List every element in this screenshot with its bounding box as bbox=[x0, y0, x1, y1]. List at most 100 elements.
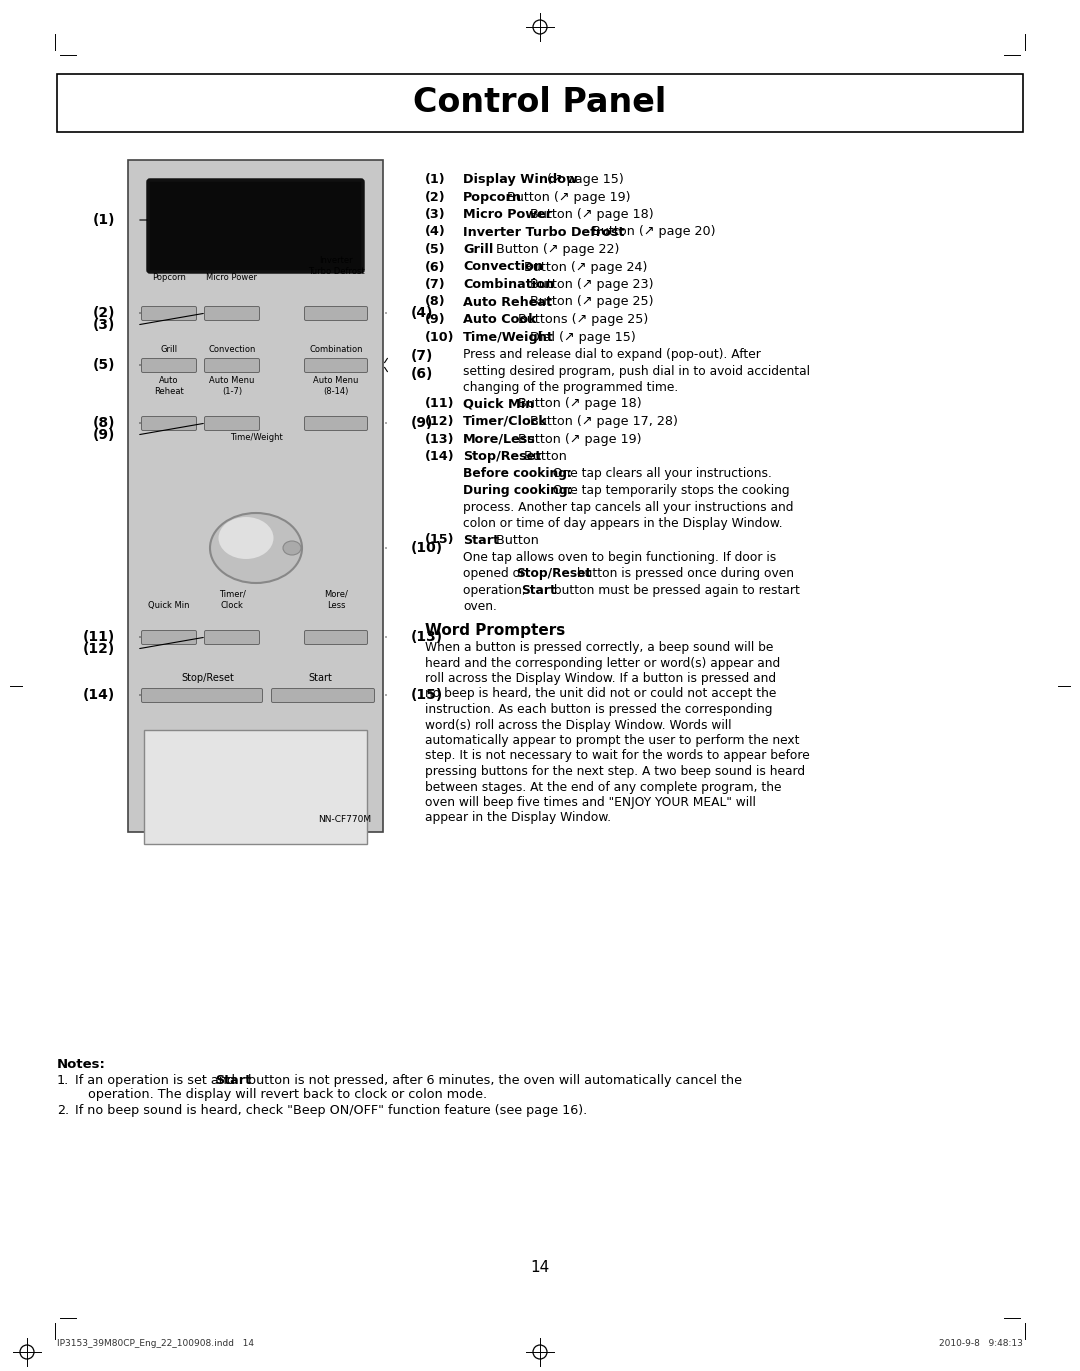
Text: Convection: Convection bbox=[463, 260, 543, 273]
Text: (4): (4) bbox=[426, 225, 446, 239]
Text: Button: Button bbox=[521, 450, 567, 463]
Text: pressing buttons for the next step. A two beep sound is heard: pressing buttons for the next step. A tw… bbox=[426, 765, 805, 777]
Text: Button (↗ page 22): Button (↗ page 22) bbox=[491, 243, 619, 256]
FancyBboxPatch shape bbox=[141, 307, 197, 321]
Text: Start: Start bbox=[521, 584, 556, 596]
Text: Timer/
Clock: Timer/ Clock bbox=[218, 590, 245, 610]
Text: Word Prompters: Word Prompters bbox=[426, 622, 565, 638]
Text: (3): (3) bbox=[426, 208, 446, 221]
Text: (11): (11) bbox=[426, 398, 455, 410]
Text: (2): (2) bbox=[426, 191, 446, 203]
Text: (↗ page 15): (↗ page 15) bbox=[543, 173, 623, 186]
Text: 1.: 1. bbox=[57, 1073, 69, 1087]
Text: Notes:: Notes: bbox=[57, 1058, 106, 1071]
Text: Quick Min: Quick Min bbox=[148, 600, 190, 610]
Text: Grill: Grill bbox=[463, 243, 494, 256]
Text: Start: Start bbox=[215, 1073, 252, 1087]
Text: IP3153_39M80CP_Eng_22_100908.indd   14: IP3153_39M80CP_Eng_22_100908.indd 14 bbox=[57, 1338, 254, 1348]
FancyBboxPatch shape bbox=[148, 180, 363, 271]
Text: (10): (10) bbox=[411, 542, 443, 555]
Text: Press and release dial to expand (pop-out). After: Press and release dial to expand (pop-ou… bbox=[463, 348, 761, 361]
Text: Button (↗ page 25): Button (↗ page 25) bbox=[526, 296, 653, 308]
FancyBboxPatch shape bbox=[144, 729, 367, 845]
Text: Auto Reheat: Auto Reheat bbox=[463, 296, 552, 308]
Text: Control Panel: Control Panel bbox=[414, 86, 666, 119]
FancyBboxPatch shape bbox=[305, 358, 367, 373]
Text: Button: Button bbox=[491, 533, 539, 547]
Text: oven will beep five times and "ENJOY YOUR MEAL" will: oven will beep five times and "ENJOY YOU… bbox=[426, 797, 756, 809]
Text: Before cooking:: Before cooking: bbox=[463, 468, 572, 480]
Text: (12): (12) bbox=[426, 415, 455, 428]
Text: Button (↗ page 17, 28): Button (↗ page 17, 28) bbox=[526, 415, 677, 428]
FancyBboxPatch shape bbox=[204, 417, 259, 430]
Text: Popcorn: Popcorn bbox=[152, 273, 186, 282]
Text: (6): (6) bbox=[426, 260, 446, 273]
FancyBboxPatch shape bbox=[141, 688, 262, 702]
Text: opened or: opened or bbox=[463, 568, 529, 580]
Text: Stop/Reset: Stop/Reset bbox=[463, 450, 541, 463]
Text: Inverter Turbo Defrost: Inverter Turbo Defrost bbox=[463, 225, 624, 239]
Text: step. It is not necessary to wait for the words to appear before: step. It is not necessary to wait for th… bbox=[426, 750, 810, 762]
Text: button is pressed once during oven: button is pressed once during oven bbox=[573, 568, 794, 580]
Text: (11): (11) bbox=[83, 631, 114, 644]
Text: Button (↗ page 20): Button (↗ page 20) bbox=[589, 225, 716, 239]
Text: (9): (9) bbox=[411, 415, 433, 430]
Text: Popcorn: Popcorn bbox=[463, 191, 522, 203]
Text: NN-CF770M: NN-CF770M bbox=[318, 814, 372, 824]
Text: (5): (5) bbox=[93, 358, 114, 372]
Text: Time/Weight: Time/Weight bbox=[463, 330, 554, 344]
Text: If no beep sound is heard, check "Beep ON/OFF" function feature (see page 16).: If no beep sound is heard, check "Beep O… bbox=[75, 1104, 588, 1117]
Text: When a button is pressed correctly, a beep sound will be: When a button is pressed correctly, a be… bbox=[426, 642, 773, 654]
FancyBboxPatch shape bbox=[305, 631, 367, 644]
Text: heard and the corresponding letter or word(s) appear and: heard and the corresponding letter or wo… bbox=[426, 657, 780, 669]
Text: operation. The display will revert back to clock or colon mode.: operation. The display will revert back … bbox=[87, 1089, 487, 1101]
Text: (13): (13) bbox=[426, 432, 455, 446]
Text: More/
Less: More/ Less bbox=[324, 590, 348, 610]
Text: Button (↗ page 23): Button (↗ page 23) bbox=[526, 278, 653, 291]
Text: Combination: Combination bbox=[463, 278, 554, 291]
Text: Button (↗ page 24): Button (↗ page 24) bbox=[521, 260, 647, 273]
Text: Convection: Convection bbox=[208, 345, 256, 354]
Text: 2.: 2. bbox=[57, 1104, 69, 1117]
Text: colon or time of day appears in the Display Window.: colon or time of day appears in the Disp… bbox=[463, 517, 783, 531]
Text: (12): (12) bbox=[83, 642, 114, 655]
Text: operation,: operation, bbox=[463, 584, 529, 596]
Text: Auto Menu
(8-14): Auto Menu (8-14) bbox=[313, 376, 359, 396]
Text: 2010-9-8   9:48:13: 2010-9-8 9:48:13 bbox=[940, 1338, 1023, 1348]
Text: between stages. At the end of any complete program, the: between stages. At the end of any comple… bbox=[426, 780, 782, 794]
Text: (9): (9) bbox=[93, 428, 114, 441]
Ellipse shape bbox=[210, 513, 302, 583]
Text: Start: Start bbox=[463, 533, 499, 547]
Text: Time/Weight: Time/Weight bbox=[230, 433, 282, 441]
Text: oven.: oven. bbox=[463, 600, 497, 613]
Text: Buttons (↗ page 25): Buttons (↗ page 25) bbox=[514, 313, 649, 326]
Text: Micro Power: Micro Power bbox=[206, 273, 257, 282]
Text: word(s) roll across the Display Window. Words will: word(s) roll across the Display Window. … bbox=[426, 718, 731, 732]
Text: Dial (↗ page 15): Dial (↗ page 15) bbox=[526, 330, 635, 344]
Text: Auto Menu
(1-7): Auto Menu (1-7) bbox=[210, 376, 255, 396]
Text: Quick Min: Quick Min bbox=[463, 398, 535, 410]
Text: One tap temporarily stops the cooking: One tap temporarily stops the cooking bbox=[549, 484, 789, 498]
Text: Button (↗ page 18): Button (↗ page 18) bbox=[526, 208, 653, 221]
Text: Micro Power: Micro Power bbox=[463, 208, 552, 221]
Text: One tap clears all your instructions.: One tap clears all your instructions. bbox=[549, 468, 772, 480]
Text: roll across the Display Window. If a button is pressed and: roll across the Display Window. If a but… bbox=[426, 672, 777, 686]
Text: Auto Cook: Auto Cook bbox=[463, 313, 537, 326]
Text: More/Less: More/Less bbox=[463, 432, 536, 446]
Text: (7): (7) bbox=[426, 278, 446, 291]
Text: One tap allows oven to begin functioning. If door is: One tap allows oven to begin functioning… bbox=[463, 551, 777, 563]
Text: setting desired program, push dial in to avoid accidental: setting desired program, push dial in to… bbox=[463, 365, 810, 377]
FancyBboxPatch shape bbox=[305, 307, 367, 321]
Text: Start: Start bbox=[308, 673, 332, 683]
Text: button must be pressed again to restart: button must be pressed again to restart bbox=[550, 584, 799, 596]
FancyBboxPatch shape bbox=[57, 74, 1023, 132]
Text: 14: 14 bbox=[530, 1260, 550, 1275]
Text: (15): (15) bbox=[411, 688, 443, 702]
Text: (13): (13) bbox=[411, 631, 443, 644]
Text: Auto
Reheat: Auto Reheat bbox=[154, 376, 184, 396]
Text: instruction. As each button is pressed the corresponding: instruction. As each button is pressed t… bbox=[426, 703, 772, 716]
Text: (4): (4) bbox=[411, 306, 433, 319]
Text: process. Another tap cancels all your instructions and: process. Another tap cancels all your in… bbox=[463, 500, 794, 514]
Text: (1): (1) bbox=[93, 213, 114, 228]
Text: Display Window: Display Window bbox=[463, 173, 578, 186]
